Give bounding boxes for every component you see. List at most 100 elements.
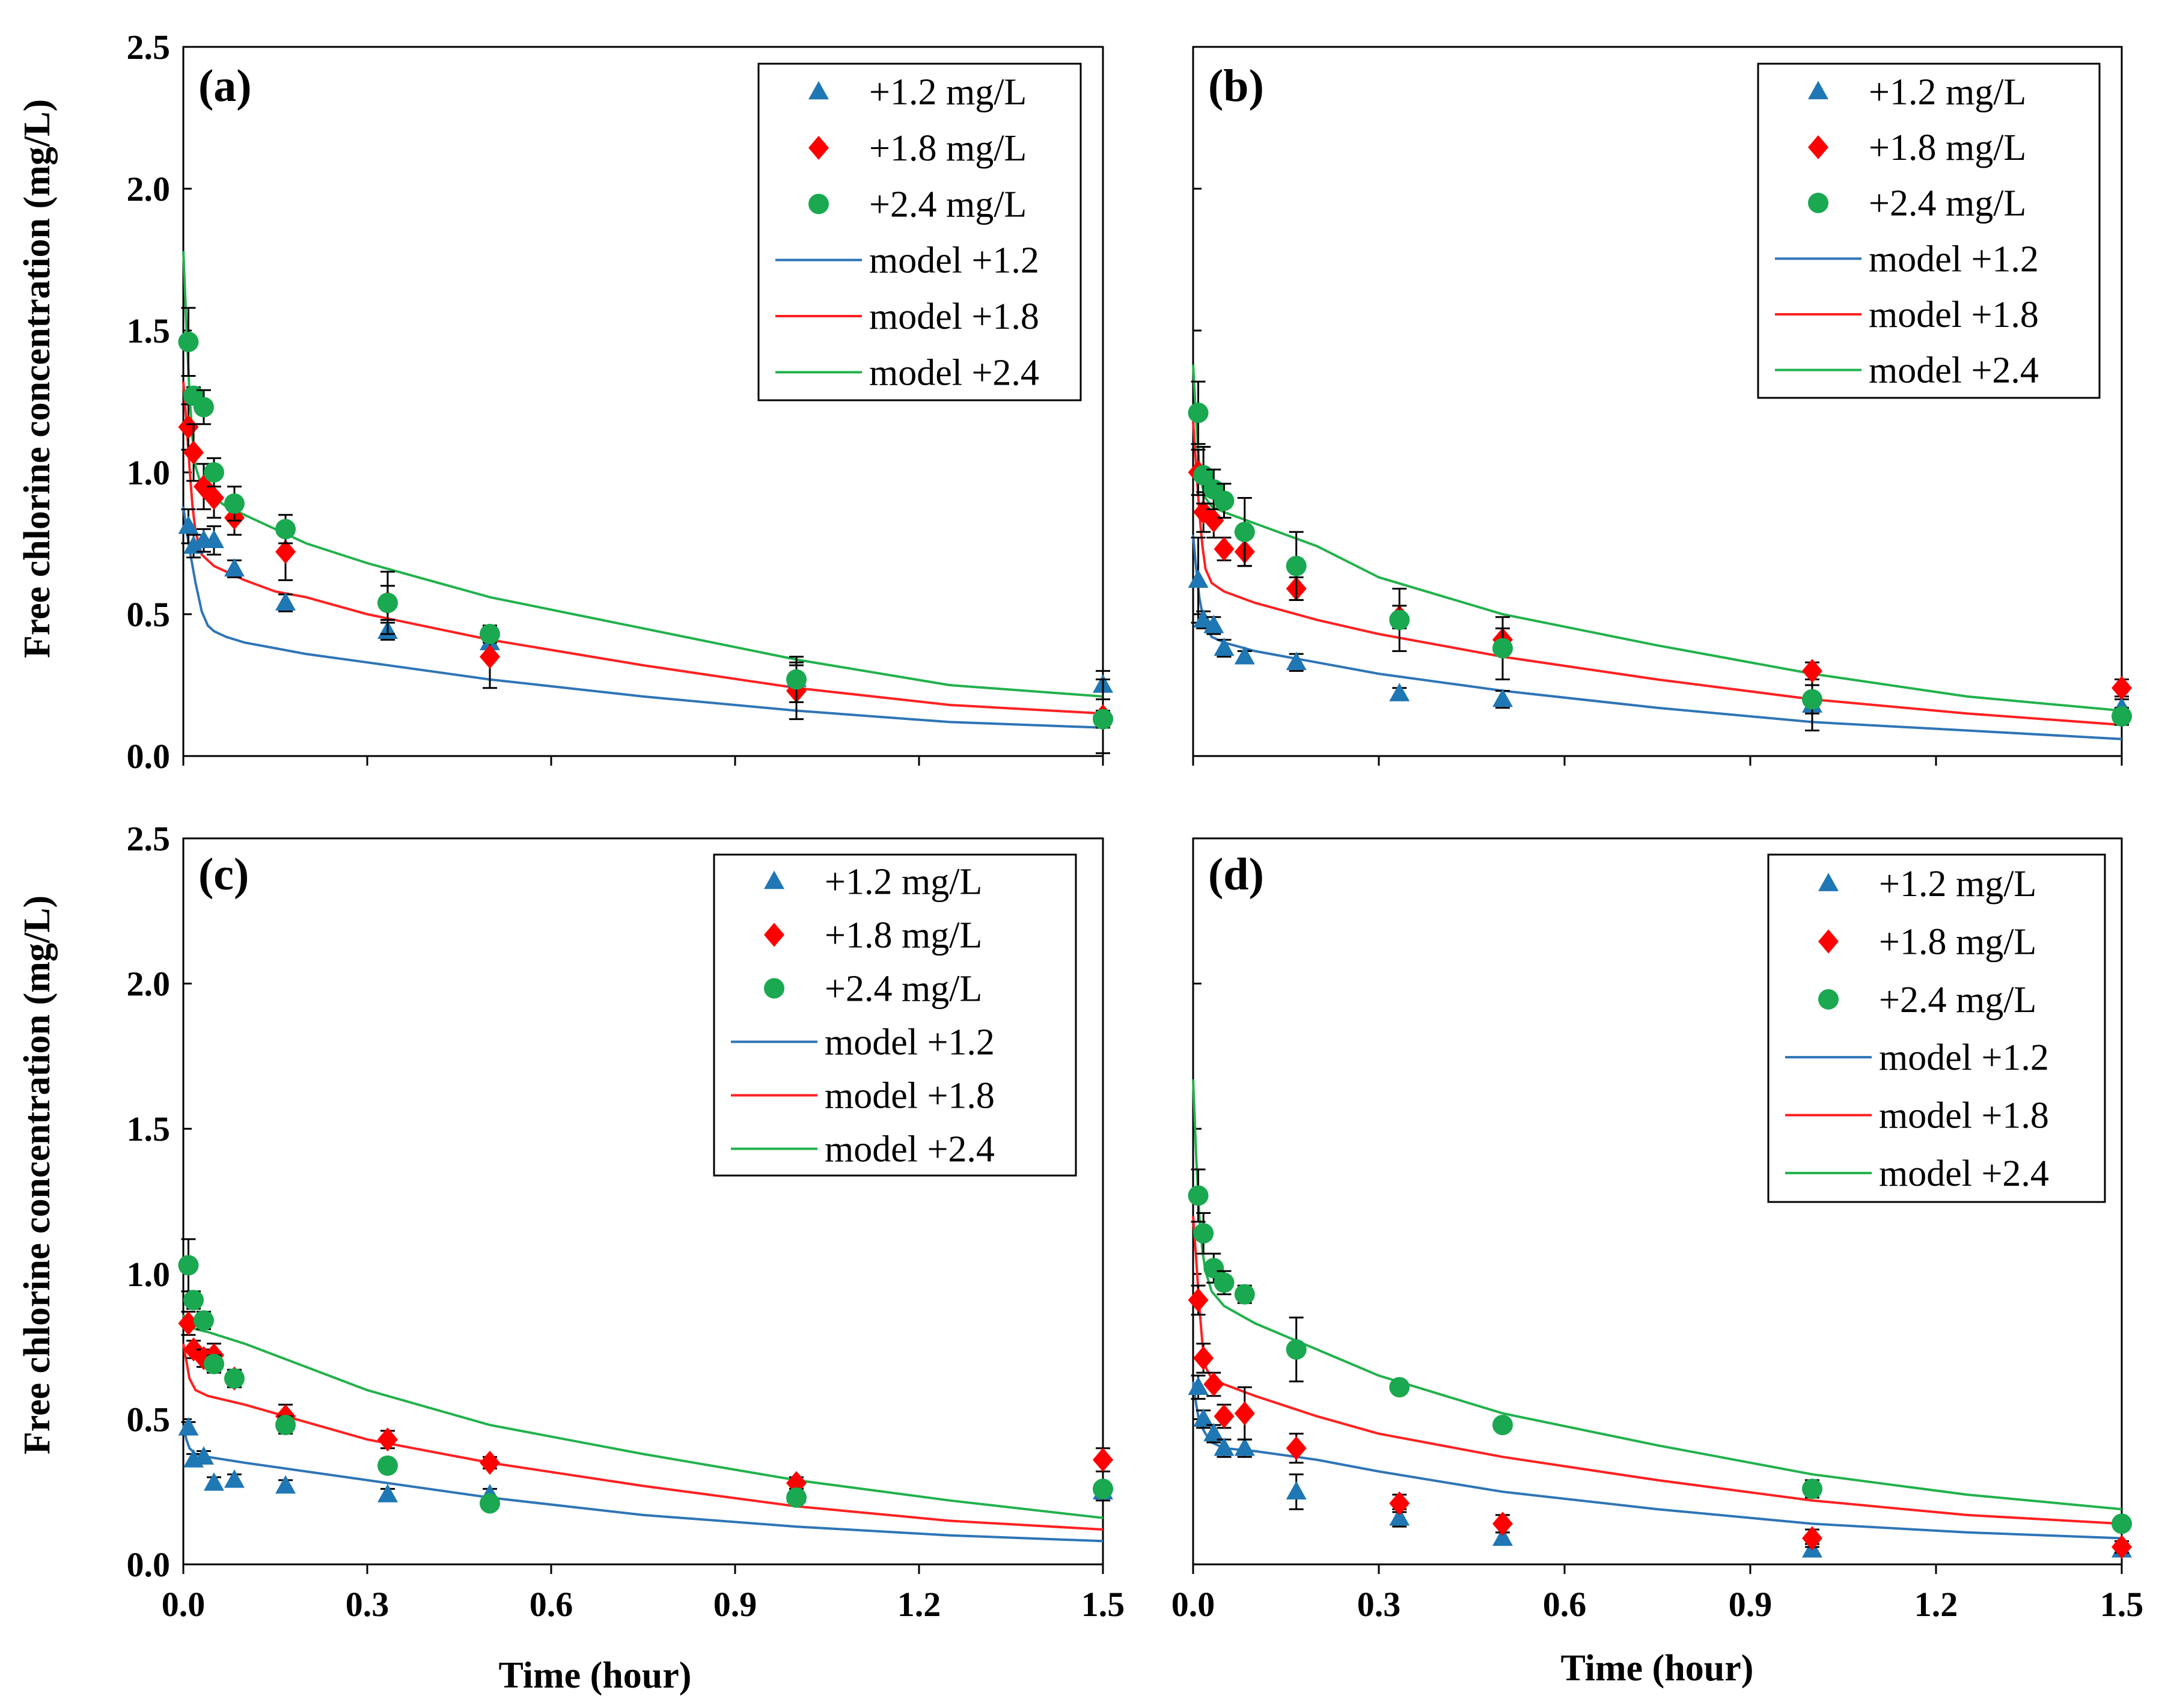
data-point-18	[1802, 659, 1822, 683]
legend-entry: +2.4 mg/L	[1879, 980, 2036, 1020]
data-point-24	[1492, 1415, 1513, 1436]
data-point-12	[183, 535, 204, 554]
data-point-12	[1193, 609, 1214, 628]
legend-marker-swatch	[1818, 989, 1839, 1010]
data-point-12	[1234, 645, 1255, 665]
data-point-18	[1492, 1511, 1513, 1536]
legend-entry: +1.2 mg/L	[869, 72, 1027, 113]
data-point-24	[1214, 490, 1235, 511]
legend: +1.2 mg/L +1.8 mg/L +2.4 mg/L model +1.2 mod…	[1757, 63, 2101, 399]
model-line-12	[1192, 534, 2122, 740]
legend-entry: model +2.4	[1869, 350, 2039, 391]
legend-entry: model +2.4	[825, 1129, 995, 1170]
y-tick-label: 1.0	[127, 1255, 171, 1294]
data-point-24	[786, 1487, 807, 1508]
x-tick-label: 0.0	[1171, 1585, 1215, 1624]
data-point-24	[1234, 1284, 1255, 1305]
model-line-18	[182, 381, 1104, 715]
panel-c: 0.0 0.5 1.0 1.5 2.0 2.5 0.0 0.3 0.6 0.9 1.2 1.5 (c) +…	[127, 819, 1125, 1624]
y-axis-title-top: Free chlorine concentration (mg/L)	[17, 99, 58, 658]
data-point-24	[1203, 1258, 1224, 1279]
legend-marker-swatch	[808, 136, 829, 160]
data-point-24	[183, 1290, 204, 1311]
legend-box	[757, 63, 1082, 401]
data-point-24	[275, 519, 296, 540]
y-tick-label: 1.0	[127, 453, 171, 492]
legend-entry: +1.2 mg/L	[825, 862, 982, 903]
y-tick-label: 0.5	[127, 595, 171, 634]
data-point-24	[224, 1368, 245, 1389]
data-point-24	[1188, 1185, 1209, 1206]
data-point-12	[275, 1475, 296, 1494]
x-tick-label: 1.5	[2100, 1585, 2144, 1624]
legend-entry: model +1.8	[825, 1076, 995, 1117]
legend-box	[713, 853, 1077, 1177]
legend-marker-swatch	[1808, 192, 1828, 213]
data-point-24	[275, 1415, 296, 1436]
x-tick-label: 0.0	[162, 1585, 206, 1624]
data-point-18	[480, 1450, 500, 1475]
legend-entry: +1.2 mg/L	[1879, 864, 2036, 904]
data-point-24	[1492, 638, 1513, 659]
legend: +1.2 mg/L +1.8 mg/L +2.4 mg/L model +1.2 mod…	[713, 853, 1077, 1177]
data-point-18	[178, 1311, 199, 1335]
legend-entry: +2.4 mg/L	[1869, 183, 2026, 224]
panel-d: 0.0 0.3 0.6 0.9 1.2 1.5(d) +1.2 mg/L+1.8 mg/L+…	[1171, 837, 2144, 1624]
legend-entry: model +2.4	[869, 352, 1039, 393]
y-tick-label: 2.0	[127, 965, 171, 1004]
plot-frame	[182, 46, 1104, 757]
data-point-12	[1214, 637, 1235, 656]
x-tick-label: 1.2	[1914, 1585, 1958, 1624]
plot-frame	[1192, 46, 2123, 757]
legend-entry: model +1.8	[1879, 1096, 2049, 1136]
data-point-18	[275, 540, 296, 564]
data-point-24	[480, 624, 500, 645]
model-line-12	[182, 1424, 1104, 1543]
data-point-24	[377, 593, 398, 614]
data-point-24	[2112, 706, 2132, 727]
legend-marker-swatch	[764, 923, 784, 947]
data-point-18	[204, 486, 224, 510]
data-point-12	[204, 1472, 224, 1491]
legend-entry: model +1.2	[1879, 1037, 2049, 1078]
legend-marker-swatch	[808, 81, 829, 100]
data-point-18	[1389, 1491, 1410, 1516]
y-tick-label: 0.0	[127, 1545, 171, 1584]
legend-entry: +1.8 mg/L	[1879, 922, 2036, 963]
x-tick-label: 1.2	[897, 1585, 941, 1624]
legend-box	[1757, 63, 2101, 399]
data-point-12	[377, 1484, 398, 1502]
data-point-18	[1214, 537, 1235, 561]
legend: +1.2 mg/L +1.8 mg/L +2.4 mg/L model +1.2 mod…	[757, 63, 1082, 401]
data-point-24	[377, 1455, 398, 1476]
data-point-24	[1802, 689, 1822, 710]
data-point-24	[1286, 555, 1307, 576]
data-point-12	[1193, 1408, 1214, 1427]
panel-label: (a)	[198, 61, 252, 111]
y-tick-label: 2.0	[127, 169, 171, 209]
data-point-12	[1203, 615, 1224, 633]
legend-marker-swatch	[1818, 929, 1839, 954]
data-point-24	[193, 1310, 214, 1331]
data-point-24	[1093, 1478, 1113, 1499]
legend-entry: +2.4 mg/L	[825, 969, 982, 1010]
data-point-18	[1203, 508, 1224, 533]
data-point-18	[2112, 1535, 2132, 1560]
data-point-18	[1286, 1436, 1307, 1460]
legend-marker-swatch	[764, 978, 784, 999]
legend-entry: model +1.8	[869, 296, 1039, 337]
x-tick-label: 0.9	[1729, 1585, 1773, 1624]
data-point-12	[1188, 569, 1209, 588]
data-point-24	[480, 1493, 500, 1514]
x-axis-title-left: Time (hour)	[499, 1655, 692, 1696]
legend-entry: +1.2 mg/L	[1869, 72, 2026, 112]
data-point-12	[275, 592, 296, 611]
data-point-12	[1492, 1527, 1513, 1546]
data-point-12	[178, 1417, 199, 1436]
data-point-18	[183, 440, 204, 465]
data-point-24	[193, 397, 214, 418]
data-point-12	[1492, 688, 1513, 707]
data-point-24	[204, 462, 224, 483]
x-tick-label: 0.6	[530, 1585, 573, 1624]
